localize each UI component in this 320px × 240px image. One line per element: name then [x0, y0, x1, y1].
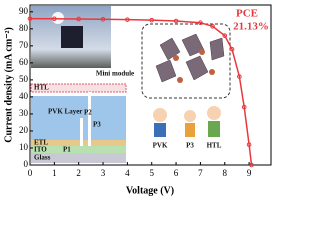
- scribe-label: P3: [93, 121, 101, 129]
- point: [76, 16, 81, 22]
- etl-layer: [31, 140, 126, 146]
- x-tick-label: 5: [149, 168, 154, 178]
- person-label: HTL: [207, 142, 222, 150]
- point: [229, 46, 235, 52]
- point: [149, 17, 155, 23]
- y-tick-label: 80: [19, 23, 29, 33]
- layer-label: Glass: [34, 154, 51, 162]
- ito-layer: [31, 146, 126, 153]
- point: [237, 74, 242, 79]
- crystal-inset: [141, 23, 231, 99]
- pce-value: 21.13%: [233, 21, 269, 33]
- y-axis-label: Current density (mA cm⁻²): [3, 27, 14, 143]
- y-tick-label: 0: [24, 159, 29, 169]
- point: [27, 16, 33, 21]
- x-tick-label: 9: [247, 168, 252, 178]
- x-tick-label: 8: [222, 168, 227, 178]
- scribe-label: P1: [63, 146, 71, 154]
- x-tick-label: 4: [125, 168, 130, 178]
- htl-layer: [30, 83, 127, 93]
- point: [100, 16, 106, 22]
- glass-layer: [31, 153, 126, 163]
- x-tick-label: 3: [101, 168, 106, 178]
- y-tick-label: 50: [19, 74, 29, 84]
- scribe: [80, 118, 83, 146]
- x-tick-label: 0: [28, 168, 33, 178]
- layer-label: ITO: [34, 146, 47, 154]
- chart: Mini module HTL PVK Layer ETL ITO Glass …: [3, 4, 272, 196]
- point: [249, 162, 254, 168]
- curve: [29, 17, 253, 166]
- layer-label: PVK Layer: [48, 108, 82, 116]
- person-label: PVK: [153, 142, 168, 150]
- y-tick-label: 30: [19, 108, 29, 118]
- module-label: Mini module: [96, 70, 134, 78]
- module-photo: [61, 26, 83, 48]
- y-tick-label: 60: [19, 57, 29, 67]
- scribe: [88, 92, 91, 146]
- y-tick-label: 90: [19, 6, 29, 16]
- person-label: P3: [186, 142, 194, 150]
- x-tick-label: 6: [174, 168, 179, 178]
- layer-label: HTL: [34, 84, 49, 92]
- x-tick-label: 1: [52, 168, 57, 178]
- pce-label: PCE: [236, 8, 258, 20]
- people: [153, 106, 221, 137]
- pvk-layer: [31, 96, 126, 140]
- scribe-label: P2: [84, 109, 92, 117]
- y-tick-label: 40: [19, 91, 29, 101]
- point: [241, 104, 247, 110]
- point: [210, 23, 215, 29]
- x-tick-label: 2: [76, 168, 81, 178]
- plot-frame: [29, 4, 272, 166]
- crystal-atoms: [173, 49, 215, 83]
- y-tick-label: 20: [19, 125, 29, 135]
- layer-label: ETL: [34, 139, 48, 147]
- x-tick-label: 7: [198, 168, 203, 178]
- y-tick-label: 70: [19, 40, 29, 50]
- sun: [52, 12, 64, 24]
- y-tick-label: 10: [19, 142, 29, 152]
- point: [52, 16, 57, 22]
- point: [125, 17, 130, 22]
- point: [198, 20, 203, 26]
- x-axis-label: Voltage (V): [126, 185, 174, 196]
- point: [222, 33, 228, 38]
- point: [246, 142, 252, 147]
- crystal: [155, 33, 225, 83]
- point: [173, 18, 179, 24]
